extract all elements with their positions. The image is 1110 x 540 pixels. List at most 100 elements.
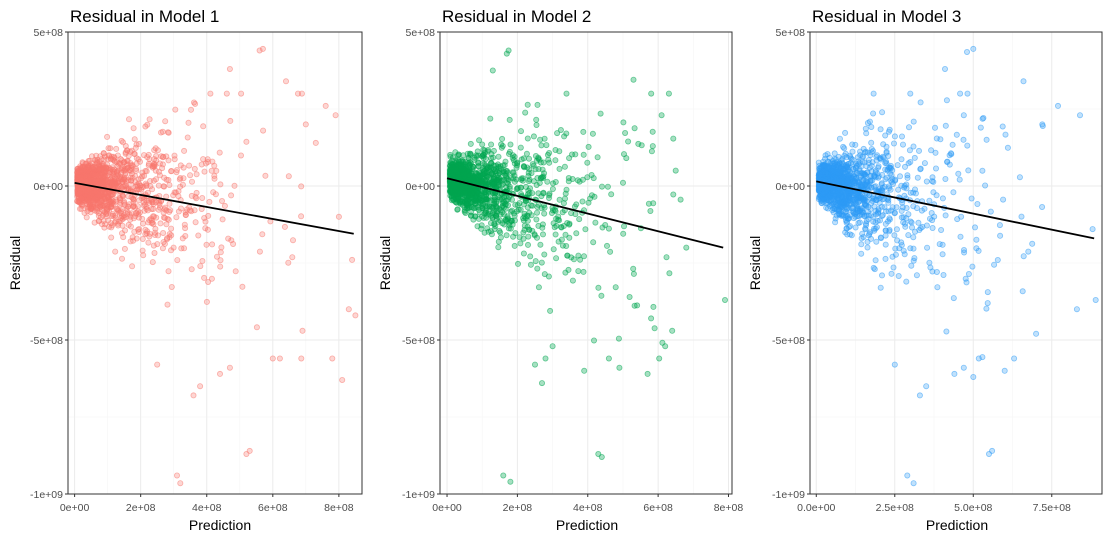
data-point (904, 174, 911, 181)
data-point (541, 135, 548, 142)
data-point (622, 129, 629, 136)
data-point (956, 176, 963, 183)
data-point (541, 251, 548, 258)
data-point (461, 161, 468, 168)
x-tick-label: 4e+08 (192, 502, 222, 514)
data-point (204, 158, 211, 165)
data-point (466, 150, 473, 157)
y-tick-label: 5e+08 (34, 27, 64, 39)
data-point (188, 208, 195, 215)
data-point (164, 129, 171, 136)
data-point (525, 178, 532, 185)
data-point (512, 201, 519, 208)
data-point (452, 186, 459, 193)
data-point (645, 200, 652, 207)
data-point (507, 174, 514, 181)
data-point (501, 162, 508, 169)
data-point (149, 199, 156, 206)
data-point (573, 230, 580, 237)
data-point (907, 158, 914, 165)
data-point (528, 212, 535, 219)
data-point (579, 176, 586, 183)
data-point (631, 125, 638, 132)
data-point (656, 355, 663, 362)
data-point (96, 191, 103, 198)
data-point (533, 216, 540, 223)
data-point (937, 136, 944, 143)
data-point (823, 187, 830, 194)
data-point (847, 195, 854, 202)
data-point (179, 181, 186, 188)
data-point (849, 148, 856, 155)
data-point (145, 239, 152, 246)
data-point (528, 202, 535, 209)
data-point (193, 171, 200, 178)
x-tick-label: 0e+00 (432, 502, 462, 514)
data-point (886, 215, 893, 222)
data-point (883, 143, 890, 150)
data-point (942, 122, 949, 129)
data-point (96, 181, 103, 188)
data-point (146, 156, 153, 163)
data-point (911, 154, 918, 161)
data-point (515, 260, 522, 267)
data-point (186, 162, 193, 169)
data-point (79, 201, 86, 208)
data-point (140, 252, 147, 259)
data-point (957, 233, 964, 240)
data-point (908, 219, 915, 226)
data-point (858, 235, 865, 242)
data-point (187, 106, 194, 113)
data-point (91, 219, 98, 226)
data-point (957, 90, 964, 97)
data-point (505, 47, 512, 54)
data-point (143, 205, 150, 212)
data-point (447, 151, 454, 158)
data-point (647, 207, 654, 214)
data-point (541, 210, 548, 217)
data-point (878, 181, 885, 188)
data-point (166, 181, 173, 188)
data-point (489, 67, 496, 74)
data-point (508, 217, 515, 224)
data-point (480, 146, 487, 153)
data-point (973, 245, 980, 252)
data-point (913, 272, 920, 279)
data-point (1020, 78, 1027, 85)
data-point (238, 90, 245, 97)
data-point (566, 220, 573, 227)
data-point (534, 101, 541, 108)
data-point (965, 270, 972, 277)
data-point (95, 166, 102, 173)
data-point (860, 170, 867, 177)
data-point (499, 135, 506, 142)
data-point (575, 268, 582, 275)
data-point (946, 161, 953, 168)
data-point (589, 130, 596, 137)
data-point (1029, 240, 1036, 247)
data-point (107, 155, 114, 162)
data-point (302, 121, 309, 128)
data-point (594, 154, 601, 161)
data-point (930, 189, 937, 196)
data-point (175, 208, 182, 215)
data-point (535, 190, 542, 197)
data-point (143, 197, 150, 204)
data-point (298, 355, 305, 362)
data-point (329, 355, 336, 362)
data-point (148, 205, 155, 212)
data-point (879, 272, 886, 279)
data-point (556, 217, 563, 224)
data-point (828, 167, 835, 174)
data-point (910, 245, 917, 252)
data-point (525, 241, 532, 248)
data-point (199, 257, 206, 264)
data-point (123, 206, 130, 213)
data-point (486, 203, 493, 210)
data-point (843, 225, 850, 232)
data-point (555, 238, 562, 245)
data-point (93, 172, 100, 179)
data-point (885, 152, 892, 159)
data-point (507, 141, 514, 148)
